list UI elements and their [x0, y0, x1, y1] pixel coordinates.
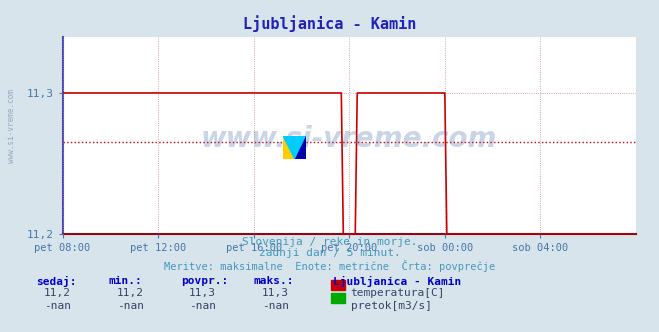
Text: sedaj:: sedaj:	[36, 276, 76, 287]
Text: -nan: -nan	[44, 301, 71, 311]
Text: povpr.:: povpr.:	[181, 276, 229, 286]
Text: 11,3: 11,3	[262, 288, 289, 298]
Text: www.si-vreme.com: www.si-vreme.com	[7, 89, 16, 163]
Text: zadnji dan / 5 minut.: zadnji dan / 5 minut.	[258, 248, 401, 258]
Text: www.si-vreme.com: www.si-vreme.com	[201, 125, 498, 153]
Text: 11,3: 11,3	[189, 288, 216, 298]
Text: maks.:: maks.:	[254, 276, 294, 286]
Text: Meritve: maksimalne  Enote: metrične  Črta: povprečje: Meritve: maksimalne Enote: metrične Črta…	[164, 260, 495, 272]
Text: Ljubljanica - Kamin: Ljubljanica - Kamin	[333, 276, 461, 287]
Text: Slovenija / reke in morje.: Slovenija / reke in morje.	[242, 237, 417, 247]
Text: 11,2: 11,2	[117, 288, 144, 298]
Text: Ljubljanica - Kamin: Ljubljanica - Kamin	[243, 15, 416, 32]
Polygon shape	[283, 136, 306, 159]
Polygon shape	[283, 136, 295, 159]
Text: -nan: -nan	[189, 301, 216, 311]
Text: -nan: -nan	[117, 301, 144, 311]
Text: -nan: -nan	[262, 301, 289, 311]
Text: 11,2: 11,2	[44, 288, 71, 298]
Text: temperatura[C]: temperatura[C]	[351, 288, 445, 298]
Text: min.:: min.:	[109, 276, 142, 286]
Polygon shape	[295, 136, 306, 159]
Text: pretok[m3/s]: pretok[m3/s]	[351, 301, 432, 311]
